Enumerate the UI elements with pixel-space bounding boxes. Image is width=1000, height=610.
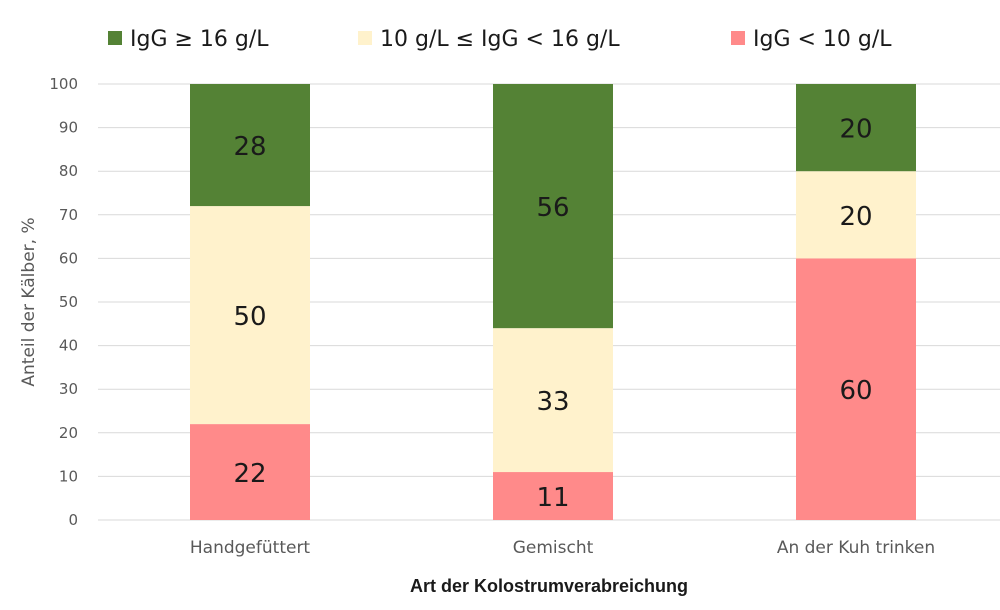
y-tick-label: 90 [59, 119, 78, 137]
x-category-label: Handgefüttert [190, 538, 311, 558]
y-tick-label: 70 [59, 206, 78, 224]
y-tick-label: 10 [59, 467, 78, 485]
legend-swatch [358, 31, 372, 45]
legend-label: 10 g/L ≤ IgG < 16 g/L [380, 27, 620, 52]
data-label: 60 [839, 376, 872, 406]
y-axis-title: Anteil der Kälber, % [19, 217, 39, 386]
x-category-label: Gemischt [513, 538, 594, 558]
data-label: 20 [839, 202, 872, 232]
data-label: 33 [536, 387, 569, 417]
bar-segment [190, 424, 310, 520]
y-tick-label: 30 [59, 380, 78, 398]
y-tick-label: 60 [59, 249, 78, 267]
legend-swatch [108, 31, 122, 45]
legend-swatch [731, 31, 745, 45]
data-label: 56 [536, 193, 569, 223]
legend-label: IgG < 10 g/L [753, 27, 892, 52]
x-axis-categories: Handgefüttert Gemischt An der Kuh trinken [190, 538, 935, 558]
y-tick-label: 80 [59, 162, 78, 180]
x-axis-title: Art der Kolostrumverabreichung [410, 576, 688, 596]
legend-label: IgG ≥ 16 g/L [130, 27, 269, 52]
y-tick-label: 20 [59, 424, 78, 442]
bar-segment [796, 84, 916, 172]
legend: IgG ≥ 16 g/L 10 g/L ≤ IgG < 16 g/L IgG < 1… [108, 27, 892, 52]
data-label: 28 [233, 132, 266, 162]
data-label: 50 [233, 302, 266, 332]
bar-segment [493, 84, 613, 329]
bar-segment [796, 258, 916, 520]
y-axis-ticks: 0 10 20 30 40 50 60 70 80 90 100 [49, 75, 78, 529]
bar-segment [493, 328, 613, 473]
y-tick-label: 100 [49, 75, 78, 93]
y-tick-label: 40 [59, 337, 78, 355]
bars [190, 84, 916, 520]
data-label: 11 [536, 483, 569, 513]
x-category-label: An der Kuh trinken [777, 538, 935, 558]
bar-segment [493, 472, 613, 520]
data-labels: 22 50 28 11 33 56 60 20 20 [233, 115, 872, 513]
y-tick-label: 0 [68, 511, 78, 529]
bar-segment [190, 206, 310, 425]
bar-segment [796, 171, 916, 259]
bar-segment [190, 84, 310, 207]
data-label: 22 [233, 459, 266, 489]
y-tick-label: 50 [59, 293, 78, 311]
data-label: 20 [839, 115, 872, 145]
